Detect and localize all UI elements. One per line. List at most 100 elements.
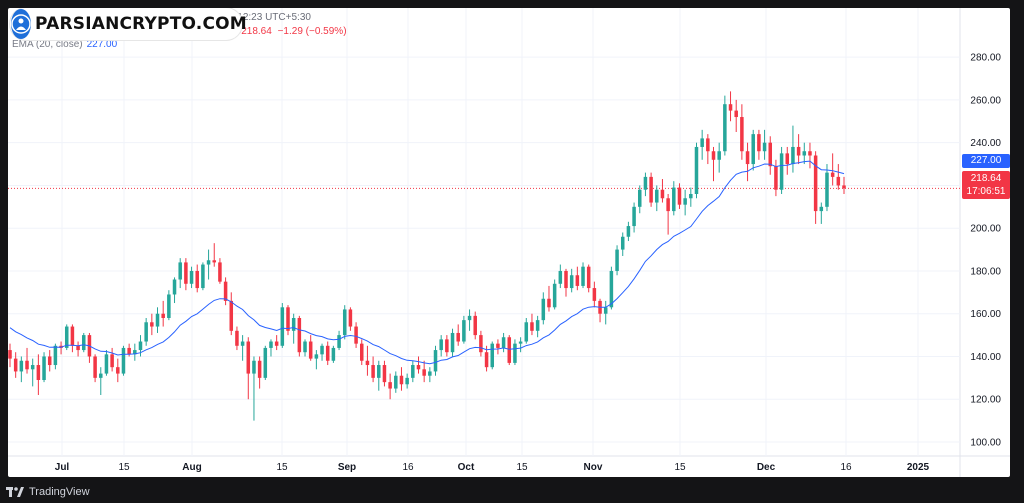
x-tick-label: Jul	[55, 462, 70, 473]
candle-body	[467, 315, 472, 321]
x-tick-label: 16	[840, 462, 852, 473]
candle-body	[439, 339, 443, 351]
candle-body	[64, 326, 69, 348]
ohlc-close: C218.64	[234, 26, 272, 37]
candle-body	[819, 206, 824, 212]
candle-body	[291, 317, 296, 331]
candle-body	[507, 337, 512, 363]
price-chart[interactable]: 100.00120.00140.00160.00180.00200.00220.…	[8, 8, 1010, 477]
candle-body	[184, 262, 188, 284]
x-tick-label: Dec	[757, 462, 776, 473]
last-price: 218.64	[970, 173, 1002, 184]
candle-body	[411, 365, 415, 378]
candle-body	[263, 347, 268, 378]
candle-body	[110, 354, 114, 368]
candle-body	[229, 300, 234, 331]
candle-body	[303, 341, 307, 353]
candle-body	[490, 343, 495, 368]
y-tick-label: 240.00	[970, 138, 1001, 149]
candle-body	[252, 360, 256, 374]
x-tick-label: 15	[674, 462, 686, 473]
last-price-badge: 218.64 17:06:51	[962, 171, 1010, 199]
candle-body	[416, 365, 421, 370]
candle-body	[212, 260, 217, 263]
candle-body	[104, 354, 109, 374]
candle-body	[76, 345, 80, 351]
candle-body	[246, 341, 251, 374]
candle-body	[734, 110, 738, 118]
x-tick-label: Nov	[584, 462, 603, 473]
candle-body	[218, 262, 222, 282]
ema-legend[interactable]: EMA (20, close) 227.00	[12, 39, 117, 50]
candle-body	[70, 326, 75, 346]
candle-body	[161, 313, 165, 318]
candle-body	[575, 275, 580, 286]
candle-body	[8, 350, 12, 359]
candle-body	[428, 371, 432, 376]
bar-countdown: 17:06:51	[966, 186, 1006, 197]
candle-body	[791, 146, 795, 165]
candle-body	[637, 189, 642, 207]
x-tick-label: 15	[118, 462, 130, 473]
candle-body	[728, 104, 733, 111]
candle-body	[711, 151, 716, 160]
candle-body	[342, 309, 347, 336]
candle-body	[445, 339, 449, 353]
watermark-text: PARSIANCRYPTO.COM	[35, 14, 247, 34]
candle-body	[235, 330, 239, 346]
candle-body	[479, 335, 483, 353]
candle-body	[689, 193, 693, 199]
candle-body	[201, 264, 205, 289]
candle-body	[405, 377, 409, 385]
candle-body	[547, 298, 551, 308]
y-tick-label: 200.00	[970, 224, 1001, 235]
candle-body	[286, 307, 290, 331]
candle-body	[666, 198, 670, 212]
tradingview-brand[interactable]: TradingView	[6, 486, 90, 498]
tradingview-logo-icon	[6, 487, 24, 497]
candle-body	[808, 151, 812, 156]
candle-body	[620, 236, 625, 250]
candle-body	[677, 187, 682, 205]
candle-body	[518, 341, 523, 344]
x-tick-label: Aug	[182, 462, 201, 473]
candle-body	[240, 341, 245, 346]
ohlc-readout: C218.64 −1.29 (−0.59%)	[234, 26, 350, 37]
candle-body	[320, 345, 324, 355]
candle-body	[138, 341, 143, 351]
candle-body	[274, 341, 279, 346]
candle-body	[337, 335, 341, 348]
candle-body	[127, 347, 131, 355]
candle-body	[660, 189, 665, 199]
candle-body	[830, 172, 835, 177]
candle-body	[371, 365, 375, 378]
candle-body	[155, 313, 160, 327]
candle-body	[700, 138, 704, 147]
candle-body	[47, 356, 52, 366]
candle-body	[399, 375, 404, 385]
candle-body	[802, 151, 807, 156]
candle-body	[19, 360, 24, 372]
candle-body	[609, 270, 614, 308]
candle-body	[757, 134, 761, 152]
candle-body	[280, 307, 285, 346]
y-tick-label: 140.00	[970, 352, 1001, 363]
candle-body	[331, 347, 336, 361]
candle-body	[150, 322, 154, 327]
candle-body	[694, 146, 699, 194]
candle-body	[723, 104, 727, 152]
x-tick-label: Oct	[458, 462, 475, 473]
candle-body	[643, 176, 648, 190]
candle-body	[81, 335, 86, 351]
candle-body	[257, 360, 262, 378]
x-tick-label: 2025	[907, 462, 930, 473]
ema-label: EMA (20, close)	[12, 39, 83, 50]
candle-body	[552, 283, 557, 308]
candle-body	[167, 294, 171, 318]
candle-body	[740, 117, 744, 152]
candle-body	[223, 281, 228, 301]
candle-body	[564, 270, 568, 289]
chart-panel[interactable]: 100.00120.00140.00160.00180.00200.00220.…	[8, 8, 1010, 477]
candle-body	[796, 146, 801, 156]
